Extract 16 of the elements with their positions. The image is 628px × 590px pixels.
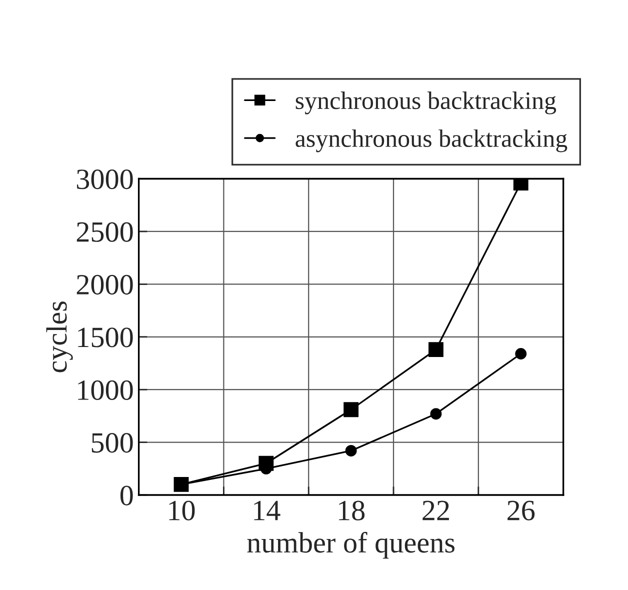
y-tick-label: 1500 [78,328,133,348]
y-tick-label: 2500 [76,222,133,242]
y-tick-label: 500 [92,433,133,453]
x-tick-label: 10 [169,500,195,520]
y-tick-label: 1000 [78,380,133,400]
x-tick-label: 18 [339,500,365,520]
y-tick-label: 2000 [76,274,133,295]
y-axis-title: cycles [46,302,73,372]
y-tick-label: 3000 [76,169,133,190]
x-tick-label: 26 [508,500,535,520]
x-tick-label: 14 [254,500,280,520]
y-tick-label: 0 [120,486,133,506]
legend-label: asynchronous backtracking [296,129,568,152]
x-axis-title: number of queens [247,532,454,559]
legend-label: synchronous backtracking [296,92,556,114]
x-tick-label: 22 [422,500,449,520]
